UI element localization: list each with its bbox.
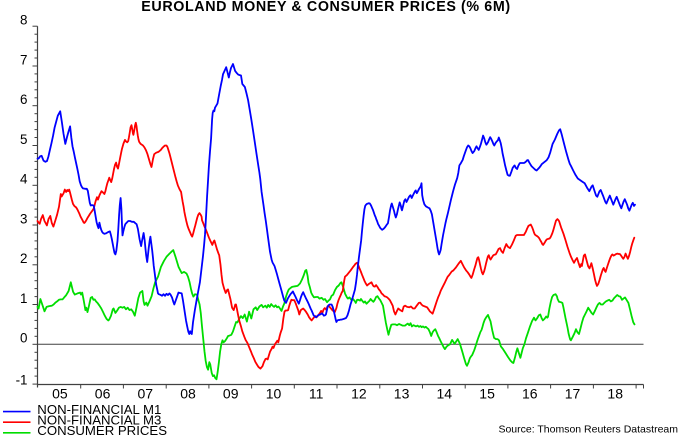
svg-text:15: 15 — [479, 386, 495, 402]
svg-text:1: 1 — [20, 291, 27, 306]
svg-text:14: 14 — [437, 386, 453, 402]
svg-text:5: 5 — [20, 132, 27, 147]
svg-text:05: 05 — [52, 386, 68, 402]
svg-text:10: 10 — [266, 386, 282, 402]
svg-text:7: 7 — [20, 52, 27, 67]
svg-text:3: 3 — [20, 211, 27, 226]
svg-text:8: 8 — [20, 13, 27, 28]
svg-text:-1: -1 — [16, 373, 28, 388]
svg-text:2: 2 — [20, 251, 27, 266]
svg-text:16: 16 — [522, 386, 538, 402]
svg-text:18: 18 — [607, 386, 623, 402]
svg-text:EUROLAND MONEY & CONSUMER PRIC: EUROLAND MONEY & CONSUMER PRICES (% 6M) — [141, 0, 510, 15]
svg-text:NON-FINANCIAL M3: NON-FINANCIAL M3 — [37, 413, 161, 428]
svg-text:0: 0 — [20, 331, 27, 346]
svg-text:11: 11 — [309, 386, 324, 402]
svg-text:09: 09 — [223, 386, 239, 402]
svg-text:6: 6 — [20, 92, 27, 107]
svg-text:CONSUMER PRICES: CONSUMER PRICES — [37, 423, 167, 436]
svg-text:17: 17 — [565, 386, 581, 402]
svg-text:06: 06 — [95, 386, 111, 402]
svg-text:Source: Thomson Reuters Datast: Source: Thomson Reuters Datastream — [498, 424, 678, 436]
svg-text:08: 08 — [180, 386, 196, 402]
svg-text:12: 12 — [351, 386, 367, 402]
svg-text:13: 13 — [394, 386, 410, 402]
svg-text:07: 07 — [138, 386, 154, 402]
svg-text:NON-FINANCIAL M1: NON-FINANCIAL M1 — [37, 402, 161, 417]
svg-text:4: 4 — [20, 172, 28, 187]
